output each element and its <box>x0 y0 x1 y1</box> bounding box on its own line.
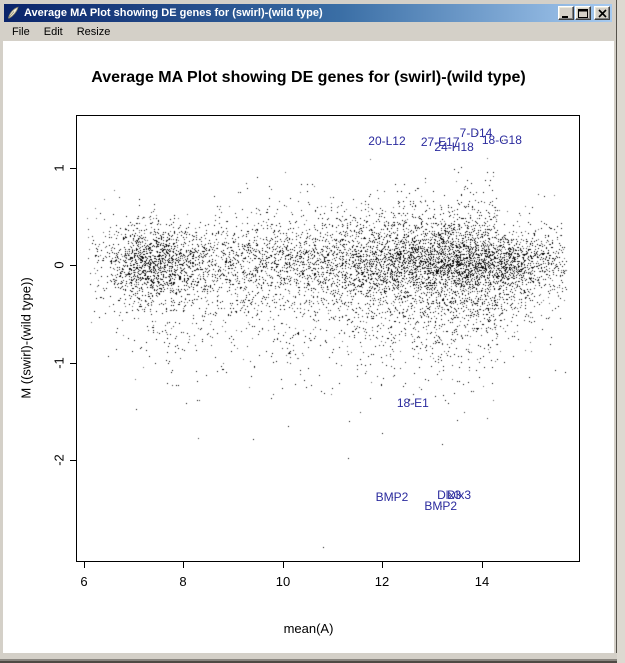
window-border-bottom-edge <box>0 661 617 663</box>
menu-item-edit[interactable]: Edit <box>43 25 63 38</box>
close-icon <box>597 8 607 18</box>
y-tick-mark <box>70 168 76 169</box>
window-titlebar[interactable]: Average MA Plot showing DE genes for (sw… <box>4 4 612 22</box>
window-border-right-line <box>616 0 617 663</box>
window-border-right-strip <box>617 0 625 663</box>
y-axis-title: M ((swirl)-(wild type)) <box>18 277 34 399</box>
x-tick-mark <box>183 562 184 568</box>
close-button[interactable] <box>594 6 610 20</box>
x-tick-label: 14 <box>474 574 490 589</box>
app-feather-icon <box>6 6 20 20</box>
x-tick-mark <box>482 562 483 568</box>
scatter-plot-canvas <box>76 115 580 562</box>
x-tick-mark <box>84 562 85 568</box>
y-tick-label: -1 <box>51 357 67 369</box>
x-tick-label: 6 <box>80 574 88 589</box>
plot-title: Average MA Plot showing DE genes for (sw… <box>91 69 526 86</box>
minimize-button[interactable] <box>558 6 574 20</box>
graphics-client-area: Average MA Plot showing DE genes for (sw… <box>3 41 614 653</box>
y-tick-mark <box>70 460 76 461</box>
y-tick-label: 0 <box>51 261 67 269</box>
y-tick-mark <box>70 265 76 266</box>
maximize-icon <box>578 8 588 18</box>
minimize-icon <box>562 15 568 18</box>
x-tick-mark <box>283 562 284 568</box>
x-tick-mark <box>382 562 383 568</box>
y-tick-label: 1 <box>51 164 67 172</box>
window-border-bottom-line <box>0 659 617 661</box>
window-controls <box>558 6 610 20</box>
menu-bar: File Edit Resize <box>4 23 614 40</box>
y-tick-mark <box>70 363 76 364</box>
window-title: Average MA Plot showing DE genes for (sw… <box>24 7 323 19</box>
maximize-button[interactable] <box>575 6 591 20</box>
x-axis-title: mean(A) <box>283 621 334 636</box>
window-border-bottom-face <box>0 653 617 659</box>
menu-item-resize[interactable]: Resize <box>76 25 111 38</box>
x-tick-label: 10 <box>275 574 291 589</box>
x-tick-label: 12 <box>374 574 390 589</box>
menu-item-file[interactable]: File <box>12 25 30 38</box>
y-tick-label: -2 <box>51 454 67 466</box>
window-border-right-face <box>614 0 616 663</box>
x-tick-label: 8 <box>179 574 187 589</box>
